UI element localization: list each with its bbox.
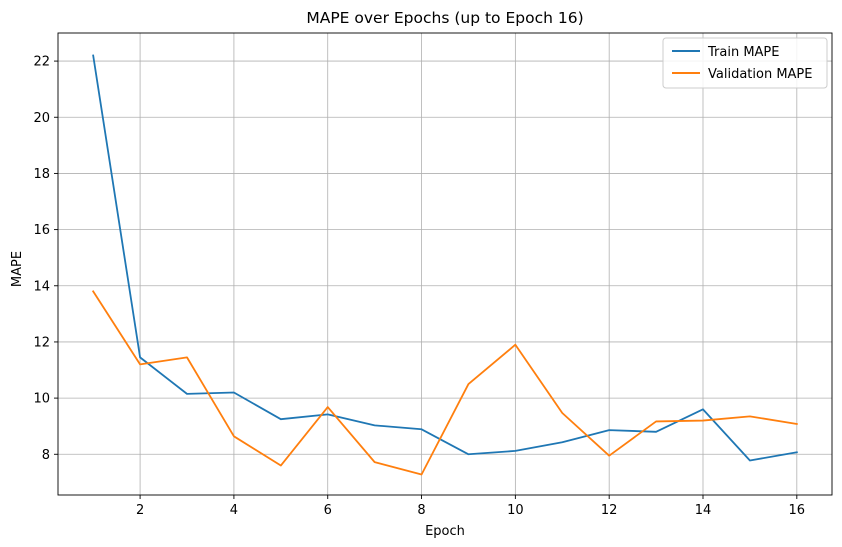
plot-frame <box>57 32 833 496</box>
legend-label-train: Train MAPE <box>707 45 780 60</box>
y-tick-label: 12 <box>33 335 50 350</box>
series-line-validation <box>91 290 798 476</box>
legend: Train MAPE Validation MAPE <box>662 37 828 89</box>
x-tick-label: 12 <box>601 503 618 518</box>
axis-ticks: 2 4 6 8 10 12 14 16 8 10 12 14 16 18 20 22 <box>33 55 805 518</box>
y-tick-label: 22 <box>33 55 50 70</box>
series-lines <box>91 54 798 476</box>
y-axis-label: MAPE <box>10 251 25 287</box>
y-tick-label: 20 <box>33 111 50 126</box>
y-tick-label: 10 <box>33 392 50 407</box>
y-tick-label: 14 <box>33 279 50 294</box>
grid <box>58 33 832 495</box>
x-tick-label: 10 <box>507 503 524 518</box>
x-tick-label: 4 <box>230 503 238 518</box>
y-tick-label: 16 <box>33 223 50 238</box>
x-tick-label: 2 <box>136 503 144 518</box>
x-tick-label: 16 <box>789 503 806 518</box>
x-tick-label: 14 <box>695 503 712 518</box>
x-axis-label: Epoch <box>425 524 465 539</box>
chart-title: MAPE over Epochs (up to Epoch 16) <box>306 9 583 27</box>
legend-box <box>662 37 828 89</box>
x-tick-label: 6 <box>324 503 332 518</box>
legend-label-validation: Validation MAPE <box>708 67 813 82</box>
x-tick-label: 8 <box>417 503 425 518</box>
y-tick-label: 8 <box>42 448 50 463</box>
y-tick-label: 18 <box>33 167 50 182</box>
